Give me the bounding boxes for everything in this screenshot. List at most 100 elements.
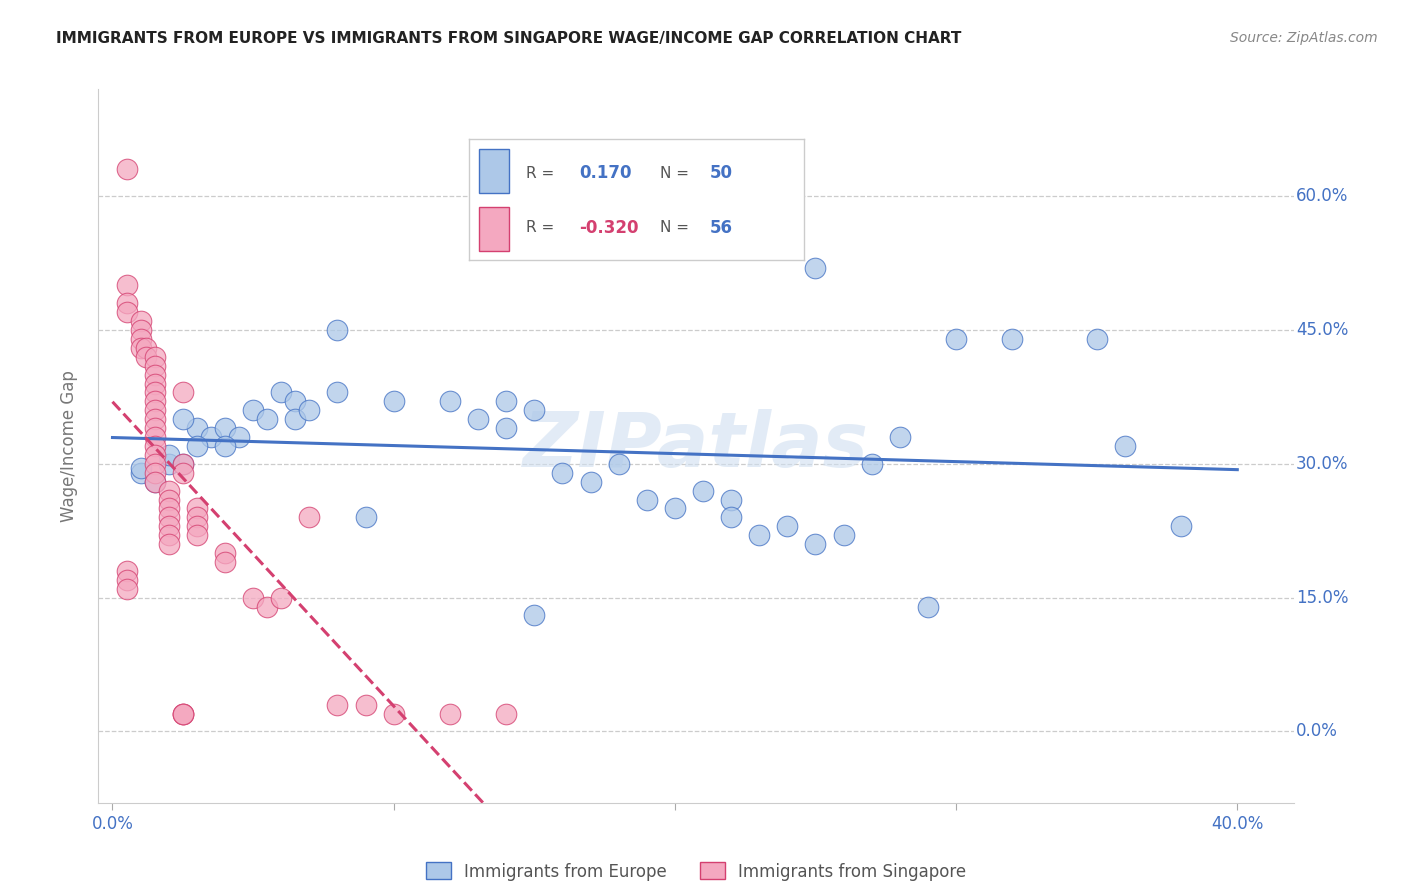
Text: ZIPatlas: ZIPatlas bbox=[523, 409, 869, 483]
Point bbox=[143, 448, 166, 462]
Point bbox=[804, 537, 827, 551]
Point bbox=[143, 376, 166, 391]
Point bbox=[200, 430, 222, 444]
Point bbox=[776, 519, 799, 533]
Point bbox=[186, 510, 208, 524]
Point bbox=[256, 599, 278, 614]
Point bbox=[326, 698, 349, 712]
Point bbox=[382, 706, 405, 721]
Point bbox=[860, 457, 883, 471]
Point bbox=[115, 296, 138, 310]
Point bbox=[1085, 332, 1108, 346]
Point bbox=[115, 564, 138, 578]
Point bbox=[172, 412, 194, 426]
Text: 45.0%: 45.0% bbox=[1296, 321, 1348, 339]
Point bbox=[172, 385, 194, 400]
Point bbox=[143, 350, 166, 364]
Point bbox=[129, 466, 152, 480]
Point bbox=[157, 448, 180, 462]
Point bbox=[143, 403, 166, 417]
Legend: Immigrants from Europe, Immigrants from Singapore: Immigrants from Europe, Immigrants from … bbox=[419, 855, 973, 888]
Point bbox=[692, 483, 714, 498]
Point bbox=[172, 457, 194, 471]
Point bbox=[157, 483, 180, 498]
Point bbox=[157, 501, 180, 516]
Point bbox=[889, 430, 911, 444]
Point bbox=[129, 341, 152, 355]
Point bbox=[143, 359, 166, 373]
Point bbox=[172, 457, 194, 471]
Point bbox=[157, 528, 180, 542]
Text: IMMIGRANTS FROM EUROPE VS IMMIGRANTS FROM SINGAPORE WAGE/INCOME GAP CORRELATION : IMMIGRANTS FROM EUROPE VS IMMIGRANTS FRO… bbox=[56, 31, 962, 46]
Point bbox=[1170, 519, 1192, 533]
Point bbox=[284, 412, 307, 426]
Point bbox=[129, 314, 152, 328]
Point bbox=[326, 323, 349, 337]
Point bbox=[495, 706, 517, 721]
Point bbox=[214, 546, 236, 560]
Point bbox=[1114, 439, 1136, 453]
Point bbox=[495, 394, 517, 409]
Point bbox=[186, 519, 208, 533]
Point bbox=[495, 421, 517, 435]
Point bbox=[143, 394, 166, 409]
Point bbox=[917, 599, 939, 614]
Point bbox=[945, 332, 967, 346]
Point bbox=[172, 706, 194, 721]
Point bbox=[579, 475, 602, 489]
Point bbox=[143, 457, 166, 471]
Point bbox=[720, 510, 742, 524]
Point bbox=[636, 492, 658, 507]
Point bbox=[523, 403, 546, 417]
Point bbox=[284, 394, 307, 409]
Point bbox=[115, 582, 138, 596]
Point bbox=[664, 501, 686, 516]
Text: 0.0%: 0.0% bbox=[1296, 723, 1337, 740]
Point bbox=[143, 412, 166, 426]
Point bbox=[551, 466, 574, 480]
Point bbox=[157, 519, 180, 533]
Point bbox=[382, 394, 405, 409]
Text: Source: ZipAtlas.com: Source: ZipAtlas.com bbox=[1230, 31, 1378, 45]
Point bbox=[135, 341, 157, 355]
Point bbox=[214, 555, 236, 569]
Text: 15.0%: 15.0% bbox=[1296, 589, 1348, 607]
Point bbox=[1001, 332, 1024, 346]
Point bbox=[115, 162, 138, 177]
Point bbox=[157, 537, 180, 551]
Y-axis label: Wage/Income Gap: Wage/Income Gap bbox=[59, 370, 77, 522]
Point bbox=[270, 385, 292, 400]
Point bbox=[228, 430, 250, 444]
Point bbox=[115, 305, 138, 319]
Point bbox=[143, 475, 166, 489]
Point bbox=[354, 698, 377, 712]
Point bbox=[186, 501, 208, 516]
Point bbox=[143, 368, 166, 382]
Point bbox=[115, 278, 138, 293]
Point bbox=[242, 403, 264, 417]
Point bbox=[143, 430, 166, 444]
Point bbox=[143, 385, 166, 400]
Point bbox=[186, 528, 208, 542]
Point bbox=[298, 510, 321, 524]
Point bbox=[256, 412, 278, 426]
Point bbox=[129, 323, 152, 337]
Point bbox=[298, 403, 321, 417]
Point bbox=[143, 466, 166, 480]
Point bbox=[270, 591, 292, 605]
Point bbox=[115, 573, 138, 587]
Point bbox=[186, 439, 208, 453]
Point bbox=[242, 591, 264, 605]
Point bbox=[439, 706, 461, 721]
Point bbox=[467, 412, 489, 426]
Point bbox=[143, 421, 166, 435]
Point bbox=[720, 492, 742, 507]
Point bbox=[135, 350, 157, 364]
Point bbox=[354, 510, 377, 524]
Point bbox=[143, 439, 166, 453]
Point bbox=[214, 421, 236, 435]
Point bbox=[804, 260, 827, 275]
Point bbox=[172, 706, 194, 721]
Point bbox=[607, 457, 630, 471]
Point bbox=[439, 394, 461, 409]
